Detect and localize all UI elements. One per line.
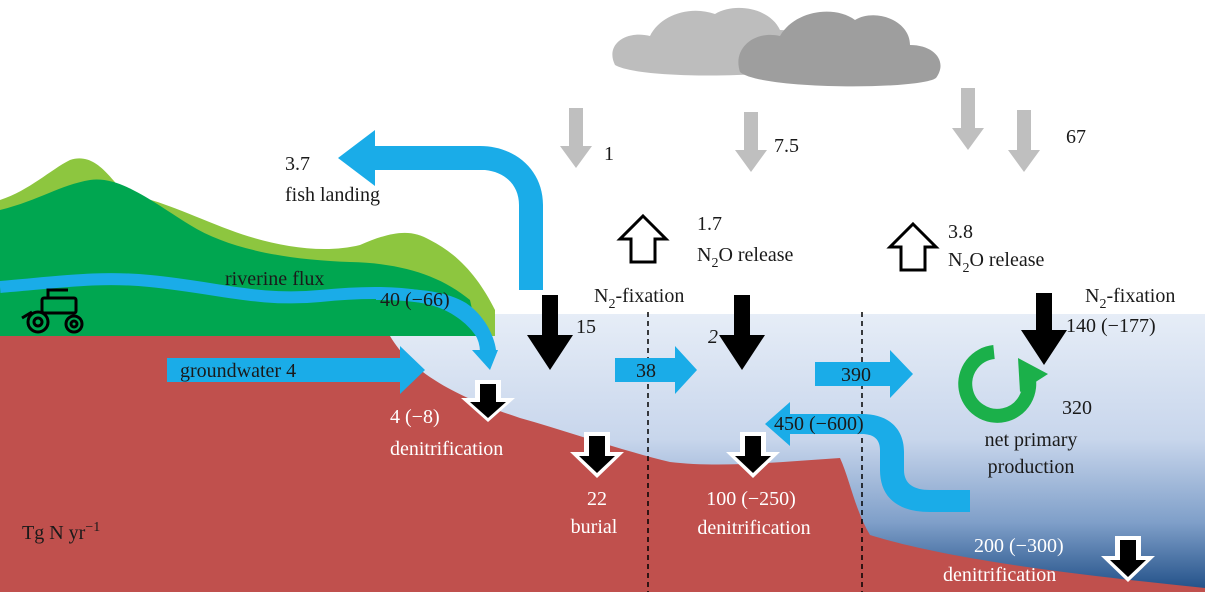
burial-label: burial <box>571 516 618 538</box>
deposition-value-2: 7.5 <box>774 135 799 157</box>
slope-to-open-arrow <box>815 350 913 398</box>
npp-label-line1: net primary <box>985 429 1078 451</box>
shelf-denitrification-label: denitrification <box>697 517 810 539</box>
unit-label: Tg N yr−1 <box>22 520 100 544</box>
n2-fixation-label-3: N2-fixation <box>1085 285 1175 312</box>
deep-denitrification-value: 200 (−300) <box>974 535 1064 557</box>
n2o-release-label-1: N2O release <box>697 244 794 271</box>
open-to-shelf-value: 450 (−600) <box>774 413 864 435</box>
shelf-to-slope-arrow <box>615 346 697 394</box>
groundwater-label: groundwater 4 <box>180 360 296 382</box>
npp-label-line2: production <box>988 456 1075 478</box>
groundwater-arrow <box>167 346 425 394</box>
open-to-shelf-arrow <box>765 402 970 512</box>
n2o-release-arrow-1 <box>616 213 670 264</box>
n2-fixation-value-3: 140 (−177) <box>1066 315 1156 337</box>
deposition-arrow-1 <box>560 108 592 168</box>
riverine-flux-value: 40 (−66) <box>380 289 450 311</box>
deposition-value-3: 67 <box>1066 126 1086 148</box>
deposition-arrows <box>560 88 1040 172</box>
coastal-denitrification-label: denitrification <box>390 438 503 460</box>
riverine-flux-arrow <box>376 288 498 370</box>
riverine-flux-label: riverine flux <box>225 268 324 290</box>
tractor-icon <box>21 288 84 334</box>
n2-fixation-arrow-3 <box>1021 293 1067 365</box>
cloud-icon <box>612 7 941 87</box>
coastal-denitrification-arrow <box>461 380 515 422</box>
n2-fixation-arrow-1 <box>527 295 573 370</box>
deep-denitrification-arrow <box>1101 536 1155 582</box>
fish-landing-arrow <box>338 130 543 290</box>
shelf-denitrification-value: 100 (−250) <box>706 488 796 510</box>
n2-fixation-arrow-2 <box>719 295 765 370</box>
n2o-release-value-2: 3.8 <box>948 221 973 243</box>
deep-denitrification-label: denitrification <box>943 564 1056 586</box>
npp-value: 320 <box>1062 397 1092 419</box>
deposition-arrow-3b <box>1008 110 1040 172</box>
n2o-release-label-2: N2O release <box>948 249 1045 276</box>
n2-fixation-label-1: N2-fixation <box>594 285 684 312</box>
shelf-to-slope-value: 38 <box>636 360 656 382</box>
n2o-release-value-1: 1.7 <box>697 213 722 235</box>
coastal-denitrification-value: 4 (−8) <box>390 406 440 428</box>
deposition-arrow-2 <box>735 112 767 172</box>
n2-fixation-value-2: 2 <box>708 326 718 348</box>
npp-cycle-icon <box>958 345 1048 423</box>
fish-landing-label: fish landing <box>285 184 380 206</box>
n2-fixation-value-1: 15 <box>576 316 596 338</box>
deposition-arrow-3a <box>952 88 984 150</box>
burial-arrow <box>570 432 624 478</box>
burial-value: 22 <box>587 488 607 510</box>
deposition-value-1: 1 <box>604 143 614 165</box>
fish-landing-value: 3.7 <box>285 153 310 175</box>
slope-to-open-value: 390 <box>841 364 871 386</box>
shelf-denitrification-arrow <box>726 432 780 478</box>
n2o-release-arrow-2 <box>886 221 940 272</box>
